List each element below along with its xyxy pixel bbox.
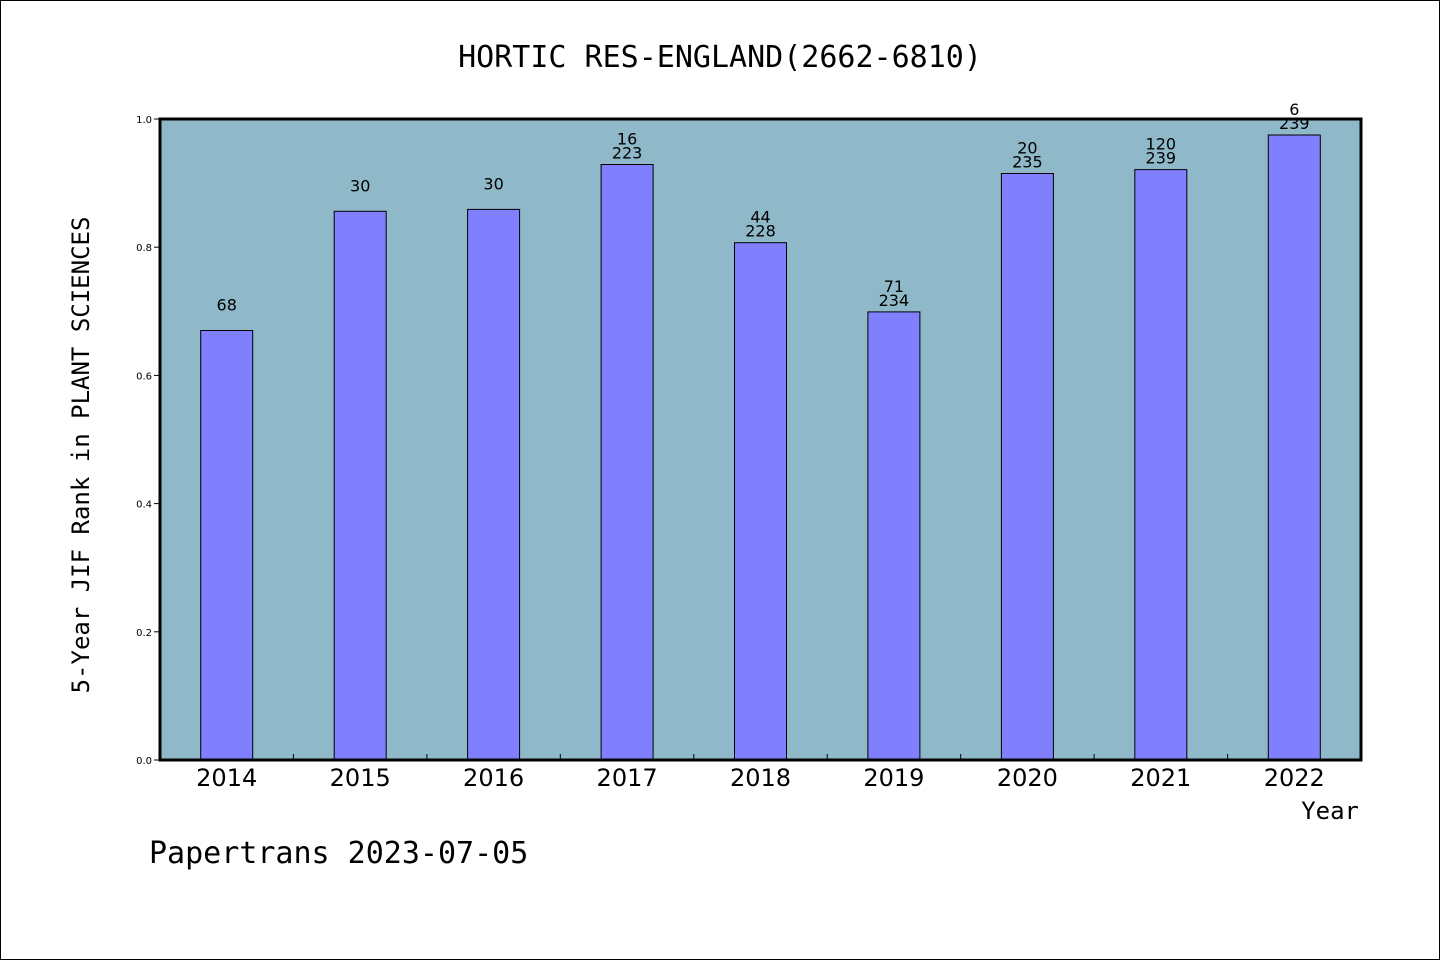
bar-2021 [1134,169,1188,761]
bar-2017 [600,164,654,761]
bar-label-2022-2: 239 [1279,114,1310,133]
bar-label-2016-1: 30 [483,174,503,193]
x-tick-label-2014: 2014 [196,764,257,792]
x-axis-label: Year [1301,797,1359,825]
bar-label-2017-2: 223 [612,144,643,163]
x-tick-label-2017: 2017 [597,764,658,792]
bar-2019 [867,311,921,761]
x-tick-label-2015: 2015 [330,764,391,792]
bar-label-2014-1: 68 [217,296,237,315]
chart-title: HORTIC RES-ENGLAND(2662-6810) [458,40,982,75]
x-tick-label-2020: 2020 [997,764,1058,792]
bar-2022 [1267,134,1321,761]
y-tick-label-2: 0.4 [136,500,152,511]
y-axis-ticks: 0.0 0.2 0.4 0.6 0.8 1.0 [136,115,160,767]
bar-2016 [467,208,521,761]
bar-label-2018-1: 44 [750,208,770,227]
y-tick-label-1: 0.2 [136,628,152,639]
bar-label-2017-1: 16 [617,130,637,149]
bar-label-2019-1: 71 [884,277,904,296]
footer-credit: Papertrans 2023-07-05 [149,836,528,871]
x-tick-label-2019: 2019 [863,764,924,792]
y-axis-label: 5-Year JIF Rank in PLANT SCIENCES [67,217,95,694]
bar-label-2021-1: 120 [1146,135,1177,154]
bar-2020 [1000,173,1054,761]
y-tick-label-3: 0.6 [136,371,152,382]
y-tick-label-5: 1.0 [136,115,152,126]
x-axis-ticks: 2014 2015 2016 2017 2018 2019 2020 2021 2022 [196,754,1325,792]
bar-2015 [333,210,387,761]
bar-label-2020-1: 20 [1017,139,1037,158]
y-tick-label-4: 0.8 [136,243,152,254]
bar-label-2018-2: 228 [745,222,776,241]
bar-2014 [200,330,254,761]
x-tick-label-2021: 2021 [1130,764,1191,792]
x-tick-label-2016: 2016 [463,764,524,792]
y-tick-label-0: 0.0 [136,756,152,767]
bar-label-2022-1: 6 [1289,100,1299,119]
bar-label-2019-2: 234 [879,291,910,310]
x-tick-label-2018: 2018 [730,764,791,792]
x-tick-label-2022: 2022 [1264,764,1325,792]
bar-2018 [734,242,787,761]
bar-label-2015-1: 30 [350,176,370,195]
bar-label-2020-2: 235 [1012,153,1043,172]
bar-label-2021-2: 239 [1146,149,1177,168]
bars-group [200,134,1321,761]
plot-border [158,117,1363,762]
